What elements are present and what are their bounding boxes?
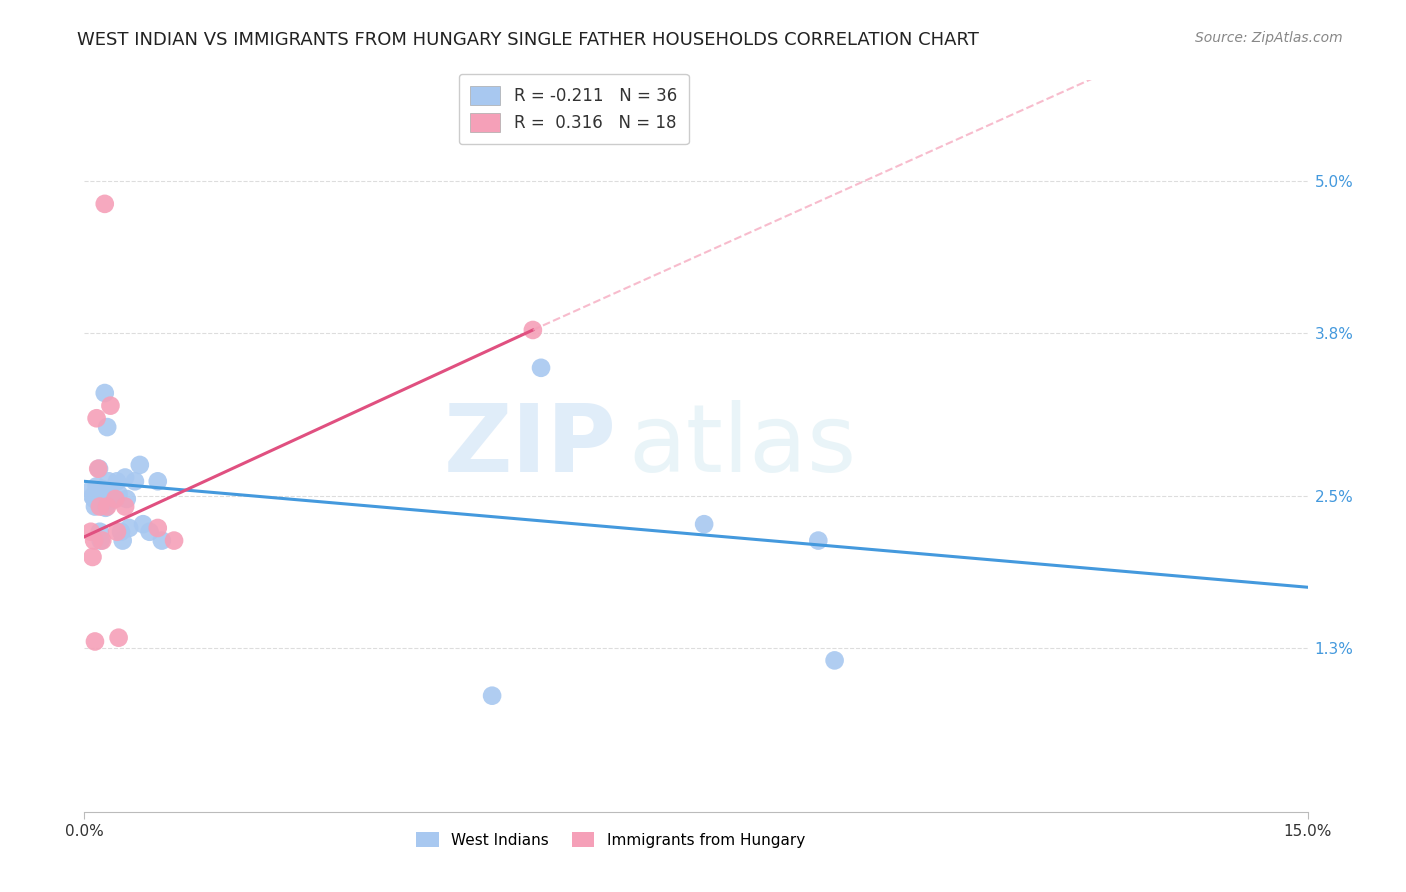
- Point: [86, 487, 108, 501]
- Point: [111, 533, 134, 548]
- Point: [96, 500, 118, 514]
- Point: [115, 491, 138, 506]
- Point: [150, 533, 173, 548]
- Text: Source: ZipAtlas.com: Source: ZipAtlas.com: [1195, 31, 1343, 45]
- Point: [146, 521, 169, 535]
- Point: [91, 533, 114, 548]
- Point: [87, 461, 110, 475]
- Text: atlas: atlas: [628, 400, 856, 492]
- Point: [118, 521, 141, 535]
- Point: [124, 475, 146, 489]
- Point: [163, 533, 186, 548]
- Point: [693, 517, 716, 532]
- Point: [93, 197, 115, 211]
- Point: [522, 323, 544, 337]
- Point: [105, 524, 128, 539]
- Point: [104, 491, 127, 506]
- Point: [138, 524, 160, 539]
- Point: [114, 470, 136, 484]
- Point: [100, 493, 122, 508]
- Point: [807, 533, 830, 548]
- Point: [89, 500, 111, 514]
- Point: [93, 386, 115, 401]
- Point: [87, 494, 110, 508]
- Point: [824, 653, 846, 667]
- Point: [107, 631, 129, 645]
- Point: [83, 533, 105, 548]
- Point: [96, 420, 118, 434]
- Point: [114, 500, 136, 514]
- Point: [97, 475, 120, 489]
- Point: [86, 411, 108, 425]
- Point: [530, 360, 553, 375]
- Point: [146, 475, 169, 489]
- Point: [481, 689, 503, 703]
- Point: [91, 482, 114, 496]
- Point: [105, 475, 128, 489]
- Point: [80, 483, 103, 497]
- Point: [91, 500, 114, 514]
- Point: [100, 399, 122, 413]
- Point: [87, 461, 110, 475]
- Point: [107, 487, 129, 501]
- Point: [82, 490, 104, 504]
- Point: [84, 634, 107, 648]
- Point: [132, 517, 155, 532]
- Point: [80, 524, 103, 539]
- Point: [89, 524, 111, 539]
- Text: ZIP: ZIP: [443, 400, 616, 492]
- Point: [128, 458, 150, 472]
- Point: [84, 500, 107, 514]
- Legend: West Indians, Immigrants from Hungary: West Indians, Immigrants from Hungary: [408, 824, 813, 855]
- Point: [100, 487, 122, 501]
- Point: [86, 479, 108, 493]
- Point: [83, 491, 105, 506]
- Text: WEST INDIAN VS IMMIGRANTS FROM HUNGARY SINGLE FATHER HOUSEHOLDS CORRELATION CHAR: WEST INDIAN VS IMMIGRANTS FROM HUNGARY S…: [77, 31, 979, 49]
- Point: [90, 533, 112, 548]
- Point: [94, 500, 117, 515]
- Point: [110, 524, 132, 539]
- Point: [82, 549, 104, 564]
